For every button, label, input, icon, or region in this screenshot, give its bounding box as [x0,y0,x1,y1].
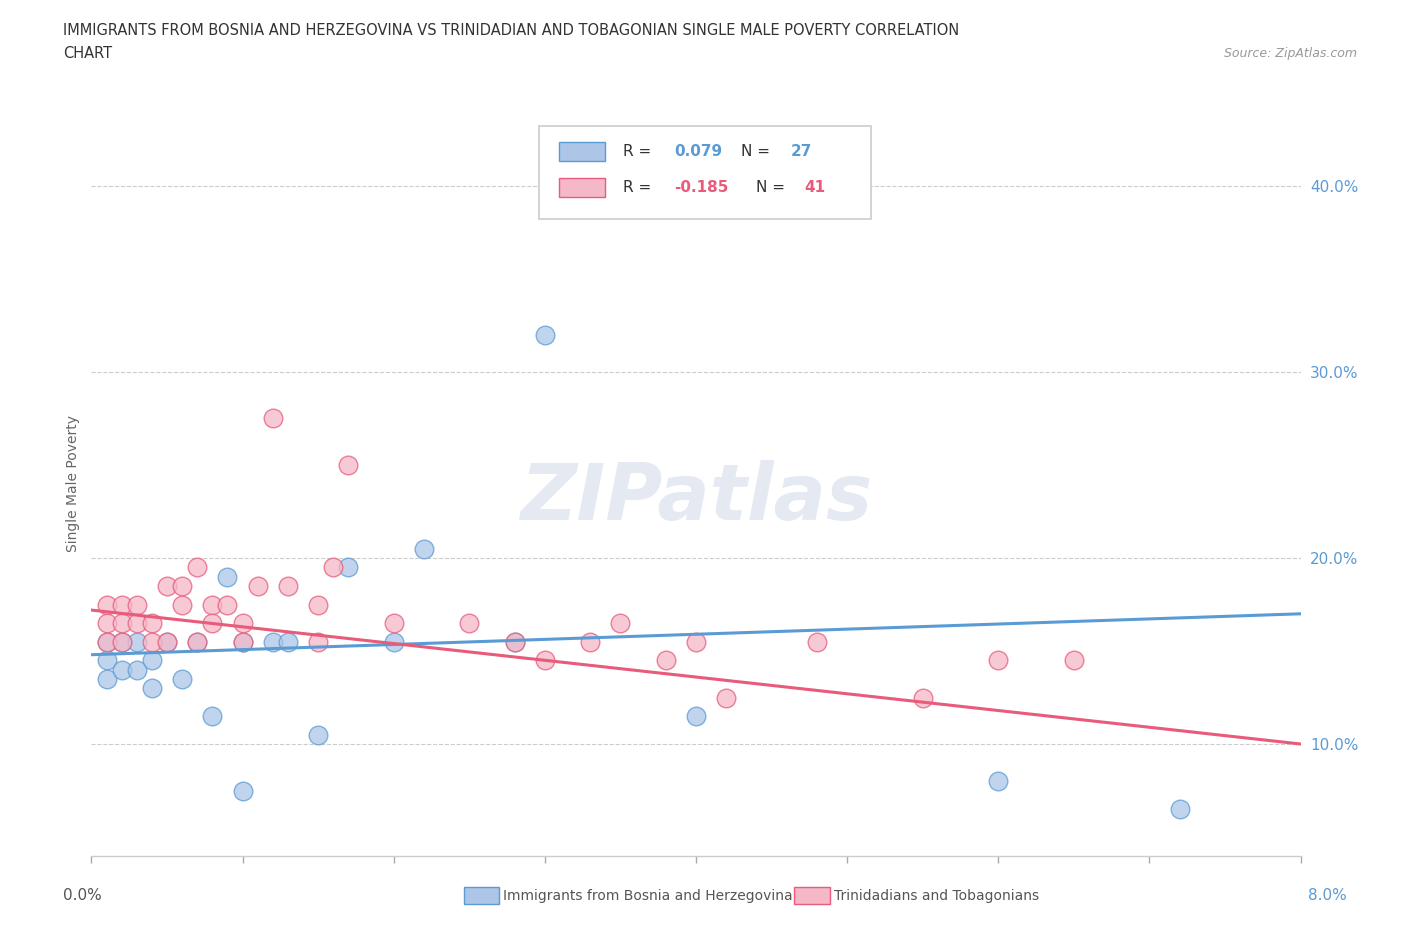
Point [231,634,253,649]
Point [111,634,132,649]
Point [277,578,299,593]
Point [156,634,179,649]
Point [201,709,224,724]
Point [186,560,208,575]
Point [322,560,344,575]
Point [231,783,253,798]
Point [156,578,179,593]
Point [186,634,208,649]
FancyBboxPatch shape [560,142,605,162]
Point [125,634,148,649]
Point [685,634,707,649]
Point [111,634,132,649]
Point [156,634,179,649]
Point [911,690,934,705]
Point [141,653,163,668]
Text: 0.079: 0.079 [675,144,723,159]
Point [262,411,284,426]
Text: 41: 41 [804,180,825,195]
Point [337,458,360,472]
Point [246,578,269,593]
Point [96,634,118,649]
Point [458,616,481,631]
Point [307,597,329,612]
Point [262,634,284,649]
Text: Immigrants from Bosnia and Herzegovina: Immigrants from Bosnia and Herzegovina [503,888,793,903]
Point [172,578,194,593]
Point [172,597,194,612]
Text: R =: R = [623,180,657,195]
Point [141,616,163,631]
Point [609,616,631,631]
Point [111,662,132,677]
Point [806,634,828,649]
Point [125,597,148,612]
Text: N =: N = [741,144,775,159]
Point [413,541,436,556]
Point [382,616,405,631]
Point [987,653,1010,668]
Point [382,634,405,649]
Point [503,634,526,649]
Point [654,653,676,668]
Point [111,616,132,631]
Point [201,597,224,612]
Text: IMMIGRANTS FROM BOSNIA AND HERZEGOVINA VS TRINIDADIAN AND TOBAGONIAN SINGLE MALE: IMMIGRANTS FROM BOSNIA AND HERZEGOVINA V… [63,23,959,38]
Point [186,634,208,649]
Point [217,569,239,584]
Point [307,634,329,649]
Point [96,634,118,649]
Text: 8.0%: 8.0% [1308,888,1347,903]
Point [1063,653,1085,668]
Point [503,634,526,649]
Point [533,327,555,342]
Point [337,560,360,575]
Point [1168,802,1191,817]
Point [714,690,737,705]
Point [125,662,148,677]
Text: ZIPatlas: ZIPatlas [520,460,872,537]
Point [96,671,118,686]
Text: R =: R = [623,144,657,159]
Text: 0.0%: 0.0% [63,888,103,903]
Point [231,634,253,649]
Point [96,597,118,612]
Point [125,616,148,631]
Point [96,616,118,631]
Text: Source: ZipAtlas.com: Source: ZipAtlas.com [1223,46,1357,60]
FancyBboxPatch shape [560,178,605,197]
Text: N =: N = [756,180,790,195]
Point [579,634,602,649]
Point [111,597,132,612]
Point [217,597,239,612]
Point [685,709,707,724]
Point [277,634,299,649]
Text: -0.185: -0.185 [675,180,728,195]
Point [201,616,224,631]
Text: CHART: CHART [63,46,112,61]
Point [96,653,118,668]
Point [231,616,253,631]
Point [533,653,555,668]
Text: Trinidadians and Tobagonians: Trinidadians and Tobagonians [834,888,1039,903]
Point [141,634,163,649]
FancyBboxPatch shape [538,126,872,219]
Point [172,671,194,686]
Y-axis label: Single Male Poverty: Single Male Poverty [66,415,80,552]
Point [987,774,1010,789]
Point [307,727,329,742]
Point [141,681,163,696]
Text: 27: 27 [790,144,811,159]
